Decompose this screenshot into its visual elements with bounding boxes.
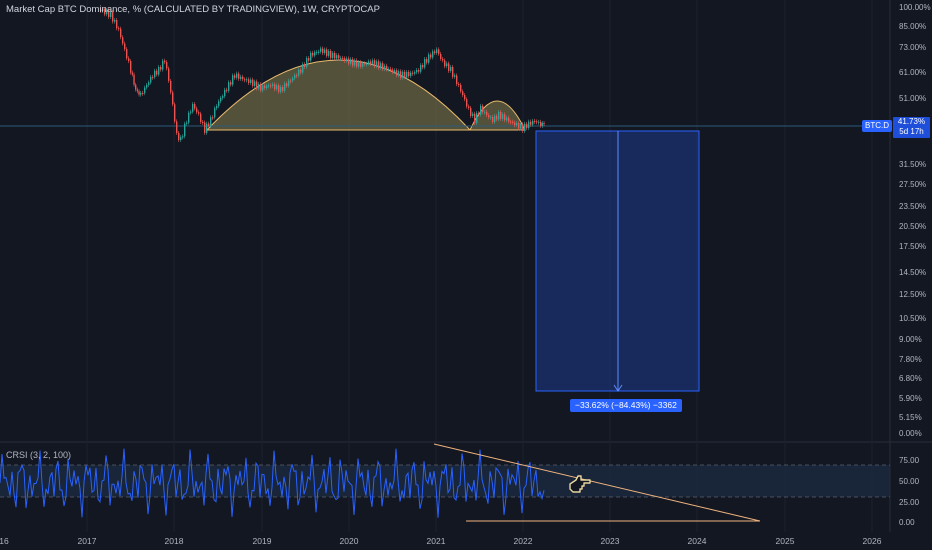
- price-axis-label: 14.50%: [899, 268, 927, 277]
- price-axis-label: 85.00%: [899, 22, 927, 31]
- time-axis-label: 2026: [862, 536, 882, 546]
- price-axis-label: 0.00%: [899, 429, 922, 438]
- time-axis-label: 2018: [164, 536, 184, 546]
- indicator-axis-label: 50.00: [899, 477, 920, 486]
- last-price-box: 41.73% 5d 17h: [893, 117, 930, 138]
- price-axis-label: 9.00%: [899, 335, 922, 344]
- price-axis-label: 73.00%: [899, 43, 927, 52]
- price-axis-label: 61.00%: [899, 68, 927, 77]
- price-axis-label: 51.00%: [899, 94, 927, 103]
- price-axis-label: 20.50%: [899, 222, 927, 231]
- price-axis-label: 27.50%: [899, 180, 927, 189]
- time-axis-label: 2025: [775, 536, 795, 546]
- indicator-label[interactable]: CRSI (3, 2, 100): [6, 450, 72, 460]
- price-axis-label: 12.50%: [899, 290, 927, 299]
- price-axis-label: 6.80%: [899, 374, 922, 383]
- price-candles: [100, 7, 545, 143]
- time-axis-label: 2019: [252, 536, 272, 546]
- time-axis-label: 16: [0, 536, 9, 546]
- indicator-axis-label: 25.00: [899, 498, 920, 507]
- price-axis-label: 5.15%: [899, 413, 922, 422]
- measure-arrowhead: [613, 384, 623, 392]
- indicator-axis-label: 0.00: [899, 518, 915, 527]
- time-axis-label: 2024: [687, 536, 707, 546]
- measure-label: −33.62% (−84.43%) −3362: [570, 399, 682, 412]
- price-axis-label: 31.50%: [899, 160, 927, 169]
- time-axis-label: 2022: [513, 536, 533, 546]
- price-axis-label: 7.80%: [899, 355, 922, 364]
- last-price: 41.73%: [897, 117, 926, 126]
- pointing-hand-icon[interactable]: [569, 475, 591, 493]
- time-axis-label: 2020: [339, 536, 359, 546]
- chart-title: Market Cap BTC Dominance, % (CALCULATED …: [6, 4, 380, 15]
- price-axis-label: 5.90%: [899, 394, 922, 403]
- indicator-axis-label: 75.00: [899, 456, 920, 465]
- price-axis-label: 10.50%: [899, 314, 927, 323]
- trendline-upper[interactable]: [433, 443, 761, 522]
- crsi-line: [0, 448, 545, 518]
- symbol-tag: BTC.D: [862, 120, 892, 132]
- time-axis-label: 2017: [77, 536, 97, 546]
- price-axis-label: 17.50%: [899, 242, 927, 251]
- bar-countdown: 5d 17h: [899, 127, 924, 136]
- time-axis-label: 2023: [600, 536, 620, 546]
- price-axis-label: 23.50%: [899, 202, 927, 211]
- time-axis-label: 2021: [426, 536, 446, 546]
- cup-dome-drawing[interactable]: [205, 59, 472, 131]
- price-axis-label: 100.00%: [899, 3, 931, 12]
